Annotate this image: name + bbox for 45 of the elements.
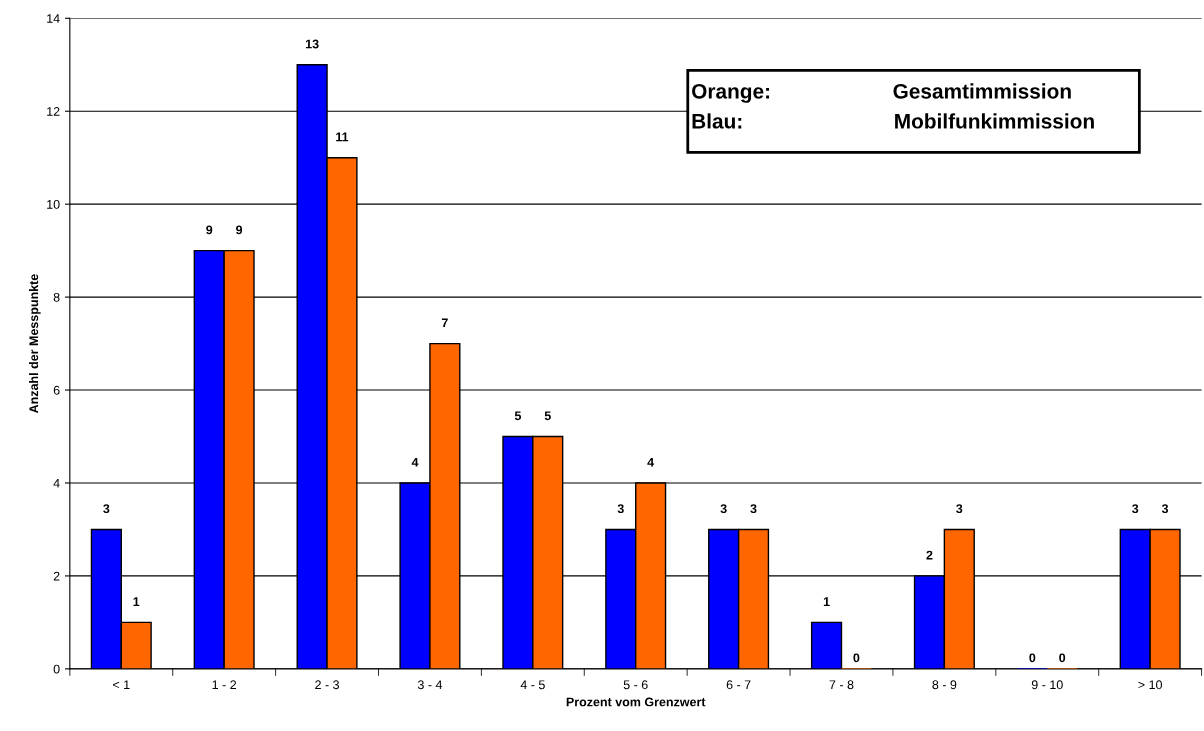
- data-label: 3: [956, 504, 963, 514]
- y-axis-title: Anzahl der Messpunkte: [29, 274, 41, 414]
- y-tick-label: 2: [53, 571, 60, 581]
- annotation: Blau: Mobilfunkimmission: [692, 113, 1094, 129]
- data-label: 3: [103, 504, 110, 514]
- data-label: 4: [411, 457, 419, 467]
- data-label: 2: [926, 550, 933, 560]
- data-label: 5: [514, 411, 522, 421]
- y-tick-label: 6: [53, 385, 60, 395]
- annotation: Orange: Gesamtimmission: [692, 83, 1071, 103]
- data-label: 0: [1029, 653, 1036, 663]
- data-label: 5: [544, 411, 551, 421]
- data-label: 3: [1161, 504, 1169, 514]
- data-label: 7: [441, 318, 448, 328]
- data-label: 1: [133, 597, 140, 606]
- x-tick-label: 9 - 10: [1031, 680, 1063, 690]
- data-label: 1: [823, 597, 830, 606]
- y-tick-label: 10: [47, 199, 60, 209]
- y-tick-label: 14: [47, 14, 60, 23]
- y-tick-label: 12: [47, 107, 60, 116]
- x-tick-label: 8 - 9: [932, 680, 957, 690]
- y-tick-label: 4: [53, 478, 60, 488]
- data-label: 9: [236, 225, 243, 235]
- x-tick-label: 1 - 2: [212, 680, 237, 690]
- data-label: 3: [617, 504, 624, 514]
- x-tick-label: 4 - 5: [520, 680, 545, 690]
- y-tick-label: 0: [53, 664, 60, 674]
- x-tick-label: 6 - 7: [726, 680, 751, 690]
- x-tick-label: 2 - 3: [315, 680, 340, 690]
- data-label: 0: [853, 653, 860, 663]
- data-label: 3: [750, 504, 757, 514]
- x-tick-label: 3 - 4: [417, 680, 443, 690]
- y-tick-label: 8: [53, 292, 60, 302]
- data-label: 11: [336, 132, 349, 142]
- data-label: 0: [1059, 653, 1066, 663]
- x-tick-label: > 10: [1138, 680, 1162, 690]
- x-tick-label: 5 - 6: [623, 680, 648, 690]
- x-tick-label: 7 - 8: [829, 680, 854, 690]
- data-label: 9: [206, 225, 213, 235]
- data-label: 3: [720, 504, 727, 514]
- data-label: 3: [1132, 504, 1139, 514]
- data-label: 4: [647, 457, 655, 467]
- x-tick-label: < 1: [113, 680, 130, 690]
- x-axis-title: Prozent vom Grenzwert: [566, 697, 706, 707]
- data-label: 13: [305, 39, 319, 49]
